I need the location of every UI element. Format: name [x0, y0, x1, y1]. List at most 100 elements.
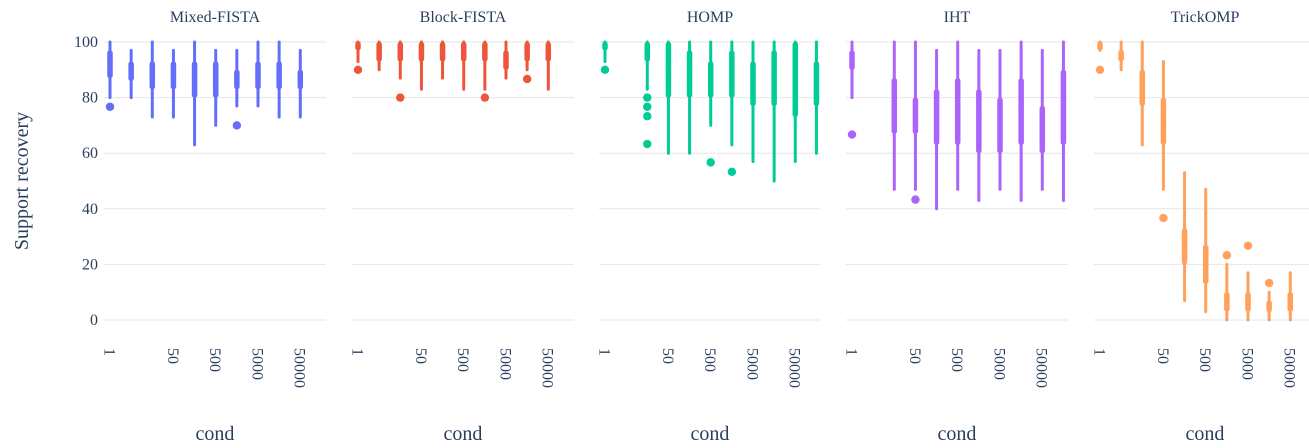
box-50000 [297, 48, 304, 119]
box-iqr [482, 42, 488, 62]
outlier-point [1095, 65, 1105, 75]
box-500 [706, 40, 715, 167]
box-iqr [912, 97, 919, 134]
box-iqr [1118, 50, 1124, 62]
outlier-point [847, 130, 857, 139]
x-axis-title: cond [444, 423, 483, 445]
y-tick-label: 40 [82, 201, 98, 218]
x-tick-label: 500 [701, 348, 718, 372]
box-iqr [170, 61, 177, 90]
box-10000 [522, 40, 532, 84]
x-tick-label: 1 [595, 348, 612, 356]
outlier-point [1243, 241, 1253, 250]
box-iqr [849, 50, 855, 70]
box-iqr [234, 69, 240, 90]
box-10000 [276, 40, 282, 119]
box-50000 [792, 40, 799, 164]
y-tick-label: 100 [74, 34, 98, 51]
box-iqr [460, 42, 467, 62]
outlier-point [643, 93, 652, 102]
box-5000 [255, 40, 261, 108]
outlier-point [1222, 251, 1232, 260]
x-tick-label: 50 [164, 348, 181, 364]
outlier-point [643, 139, 652, 149]
box-10 [891, 40, 898, 191]
box-iqr [1160, 97, 1167, 145]
box-50 [170, 48, 177, 119]
box-iqr [376, 42, 382, 62]
panel-title: IHT [944, 9, 971, 26]
box-iqr [128, 61, 134, 81]
box-iqr [503, 50, 509, 70]
box-10 [643, 40, 652, 149]
box-1000 [232, 48, 242, 130]
x-axis-title: cond [196, 423, 235, 445]
outlier-point [480, 93, 490, 102]
outlier-point [600, 65, 610, 75]
box-iqr [1139, 69, 1146, 106]
box-1000 [1222, 251, 1232, 322]
box-1000 [727, 40, 737, 177]
box-iqr [255, 61, 261, 90]
box-100 [686, 40, 693, 155]
box-iqr [792, 42, 799, 118]
box-iqr [1018, 78, 1024, 145]
x-tick-label: 5000 [743, 348, 760, 380]
panel-title: Mixed-FISTA [170, 9, 261, 26]
outlier-point [706, 158, 715, 167]
x-tick-label: 5000 [496, 348, 513, 380]
x-tick-label: 1 [842, 348, 859, 356]
x-tick-label: 1 [348, 348, 365, 356]
outlier-point [396, 93, 405, 102]
box-500 [954, 40, 961, 191]
box-50000 [1039, 48, 1046, 191]
box-iqr [954, 78, 961, 145]
panel-title: HOMP [687, 9, 733, 26]
box-iqr [355, 42, 361, 51]
box-iqr [524, 42, 530, 62]
box-1 [105, 40, 115, 111]
box-100 [933, 48, 940, 211]
x-tick-label: 500 [948, 348, 965, 372]
box-iqr [729, 50, 735, 98]
box-iqr [297, 69, 304, 90]
box-iqr [1097, 42, 1103, 51]
outlier-point [522, 74, 532, 84]
box-iqr [644, 42, 651, 62]
box-iqr [1224, 292, 1230, 312]
x-tick-label: 50 [1154, 348, 1171, 364]
box-50 [1159, 59, 1168, 223]
box-5000 [503, 40, 509, 80]
box-iqr [707, 61, 714, 98]
panel-homp: HOMP 1 50 500 5000 50000 cond [595, 9, 821, 445]
box-5000 [750, 40, 756, 164]
x-axis-title: cond [1186, 423, 1225, 445]
x-tick-label: 5000 [990, 348, 1007, 380]
x-tick-label: 500 [454, 348, 471, 372]
box-1000 [480, 40, 490, 102]
box-iqr [602, 42, 608, 51]
box-500 [1202, 187, 1209, 314]
box-10 [396, 40, 405, 102]
y-tick-label: 60 [82, 145, 98, 162]
box-1 [847, 40, 857, 139]
panel-title: TrickOMP [1171, 9, 1240, 26]
box-5000 [1243, 241, 1253, 322]
box-100 [1181, 171, 1188, 303]
outlier-point [727, 167, 737, 177]
box-1 [353, 40, 363, 75]
box-100 [191, 40, 198, 147]
outlier-point [643, 102, 652, 111]
box-1000 [976, 48, 982, 202]
box-50000 [1287, 271, 1294, 322]
box-500 [460, 40, 467, 91]
x-tick-label: 1 [100, 348, 117, 356]
box-100000 [813, 40, 820, 155]
box-5 [1118, 40, 1124, 72]
x-tick-label: 50000 [539, 348, 556, 388]
box-10000 [771, 40, 777, 183]
box-10 [149, 40, 156, 119]
outlier-point [1159, 213, 1168, 223]
x-axis-title: cond [938, 423, 977, 445]
box-10000 [1018, 40, 1024, 202]
